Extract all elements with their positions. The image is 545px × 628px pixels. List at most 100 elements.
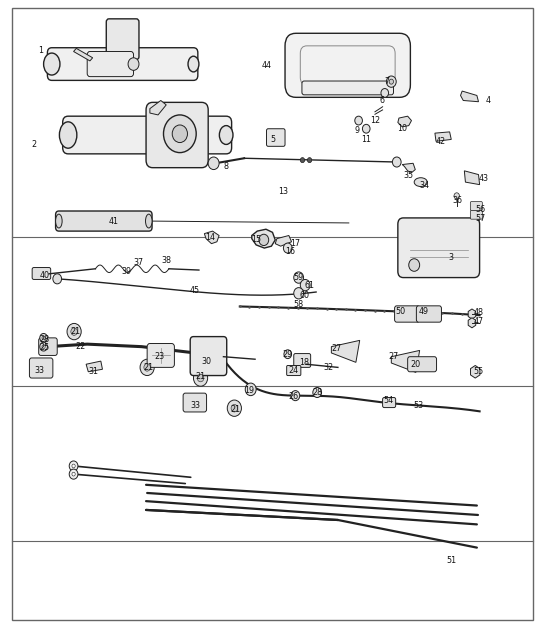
Circle shape bbox=[300, 158, 305, 163]
Circle shape bbox=[313, 387, 322, 398]
Text: 57: 57 bbox=[476, 214, 486, 223]
Text: 47: 47 bbox=[474, 317, 483, 326]
Polygon shape bbox=[391, 350, 420, 372]
Text: 40: 40 bbox=[40, 271, 50, 279]
Text: 33: 33 bbox=[34, 366, 44, 375]
Circle shape bbox=[72, 464, 75, 468]
Text: 9: 9 bbox=[354, 126, 360, 135]
Circle shape bbox=[208, 157, 219, 170]
Text: 30: 30 bbox=[201, 357, 211, 365]
Circle shape bbox=[409, 259, 420, 271]
Circle shape bbox=[362, 124, 370, 133]
FancyBboxPatch shape bbox=[285, 33, 410, 97]
Ellipse shape bbox=[44, 53, 60, 75]
FancyBboxPatch shape bbox=[63, 116, 232, 154]
Text: 12: 12 bbox=[370, 116, 380, 125]
Text: 48: 48 bbox=[474, 308, 483, 317]
Text: 28: 28 bbox=[312, 388, 322, 397]
Circle shape bbox=[283, 243, 292, 253]
Text: 38: 38 bbox=[161, 256, 171, 265]
Circle shape bbox=[259, 234, 269, 246]
Text: 39: 39 bbox=[122, 267, 131, 276]
Text: 56: 56 bbox=[476, 205, 486, 214]
Text: 6: 6 bbox=[379, 96, 384, 105]
FancyBboxPatch shape bbox=[302, 81, 393, 95]
Circle shape bbox=[294, 272, 304, 283]
Text: 13: 13 bbox=[278, 187, 288, 196]
FancyBboxPatch shape bbox=[267, 129, 285, 146]
Text: 42: 42 bbox=[435, 137, 445, 146]
Polygon shape bbox=[74, 48, 93, 61]
Text: 21: 21 bbox=[70, 327, 80, 336]
Ellipse shape bbox=[414, 178, 427, 187]
Ellipse shape bbox=[59, 122, 77, 148]
Circle shape bbox=[291, 391, 300, 401]
Text: 59: 59 bbox=[294, 273, 304, 282]
Text: 45: 45 bbox=[190, 286, 200, 295]
Text: 8: 8 bbox=[223, 162, 229, 171]
Text: 33: 33 bbox=[190, 401, 200, 409]
FancyBboxPatch shape bbox=[395, 306, 420, 322]
Text: 26: 26 bbox=[288, 392, 298, 401]
Polygon shape bbox=[86, 361, 102, 372]
Text: 50: 50 bbox=[396, 307, 405, 316]
FancyBboxPatch shape bbox=[470, 210, 482, 219]
Ellipse shape bbox=[56, 214, 62, 228]
FancyBboxPatch shape bbox=[56, 211, 152, 231]
Text: 37: 37 bbox=[134, 258, 144, 267]
Circle shape bbox=[42, 345, 45, 349]
Text: 15: 15 bbox=[251, 236, 261, 244]
Text: 5: 5 bbox=[270, 135, 275, 144]
Text: 27: 27 bbox=[332, 344, 342, 353]
Circle shape bbox=[392, 157, 401, 167]
Text: 54: 54 bbox=[383, 396, 393, 405]
Polygon shape bbox=[275, 236, 292, 246]
Text: 29: 29 bbox=[283, 350, 293, 359]
Polygon shape bbox=[331, 340, 360, 362]
Circle shape bbox=[42, 336, 45, 340]
Text: 31: 31 bbox=[89, 367, 99, 376]
Polygon shape bbox=[204, 231, 219, 244]
FancyBboxPatch shape bbox=[294, 354, 311, 367]
Text: 55: 55 bbox=[474, 367, 483, 376]
Text: 22: 22 bbox=[76, 342, 86, 351]
FancyBboxPatch shape bbox=[106, 19, 139, 60]
FancyBboxPatch shape bbox=[287, 365, 301, 376]
Circle shape bbox=[164, 115, 196, 153]
Circle shape bbox=[389, 79, 393, 84]
Polygon shape bbox=[464, 171, 480, 185]
Circle shape bbox=[40, 342, 47, 351]
FancyBboxPatch shape bbox=[32, 268, 51, 279]
FancyBboxPatch shape bbox=[383, 398, 396, 408]
Circle shape bbox=[231, 404, 238, 412]
Circle shape bbox=[381, 89, 389, 97]
Polygon shape bbox=[461, 91, 479, 102]
Text: 2: 2 bbox=[31, 140, 37, 149]
Text: 4: 4 bbox=[485, 96, 490, 105]
Text: 25: 25 bbox=[40, 344, 50, 352]
Ellipse shape bbox=[146, 214, 152, 228]
Text: 21: 21 bbox=[143, 363, 153, 372]
Text: 18: 18 bbox=[299, 359, 309, 367]
Text: 36: 36 bbox=[453, 197, 463, 205]
Text: 14: 14 bbox=[205, 233, 215, 242]
Text: 19: 19 bbox=[245, 386, 255, 395]
Text: 16: 16 bbox=[285, 247, 295, 256]
Text: 58: 58 bbox=[294, 300, 304, 309]
Text: 23: 23 bbox=[154, 352, 164, 361]
Circle shape bbox=[72, 472, 75, 476]
Circle shape bbox=[67, 323, 81, 340]
Text: 28: 28 bbox=[40, 335, 50, 344]
Circle shape bbox=[454, 193, 459, 199]
Text: 53: 53 bbox=[414, 401, 423, 409]
Circle shape bbox=[294, 288, 304, 299]
FancyBboxPatch shape bbox=[29, 358, 53, 378]
Text: 34: 34 bbox=[419, 181, 429, 190]
Circle shape bbox=[386, 76, 396, 87]
Text: 11: 11 bbox=[361, 135, 371, 144]
Circle shape bbox=[144, 364, 150, 371]
Text: 10: 10 bbox=[397, 124, 407, 133]
Circle shape bbox=[355, 116, 362, 125]
Circle shape bbox=[140, 359, 154, 376]
Text: 49: 49 bbox=[419, 307, 429, 316]
